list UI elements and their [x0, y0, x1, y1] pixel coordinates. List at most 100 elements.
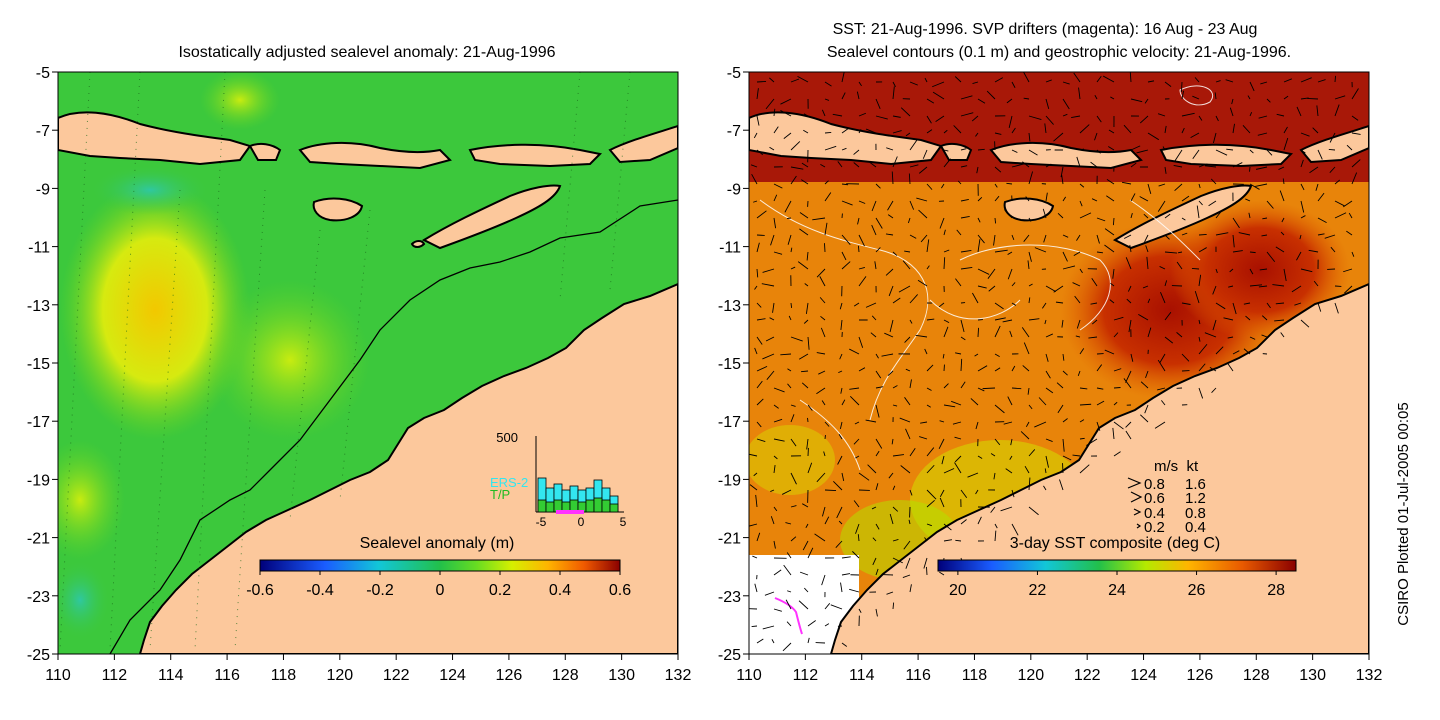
velocity-vector: [756, 302, 762, 308]
velocity-vector: [1056, 382, 1064, 389]
velocity-vector: [854, 421, 860, 425]
velocity-vector: [1011, 489, 1015, 498]
velocity-vector: [960, 165, 968, 168]
sealevel-contours: [759, 85, 1213, 471]
y-tick-label: -19: [718, 472, 741, 489]
sst-colorbar-label: 3-day SST composite (deg C): [1010, 535, 1220, 552]
velocity-vector: [841, 573, 851, 576]
velocity-vector: [972, 81, 979, 84]
velocity-vector: [790, 266, 796, 270]
y-tick-label: -25: [718, 647, 741, 664]
velocity-vector: [1229, 107, 1234, 117]
velocity-vector: [875, 450, 880, 457]
velocity-vector: [786, 217, 792, 219]
velocity-vector: [853, 302, 860, 307]
velocity-vector: [824, 131, 832, 134]
velocity-vector: [1028, 477, 1031, 491]
sla-colorbar-label: Sealevel anomaly (m): [360, 535, 515, 552]
velocity-vector: [1027, 387, 1030, 395]
velocity-vector: [824, 192, 832, 202]
velocity-vector: [841, 556, 851, 559]
velocity-vector: [902, 574, 911, 578]
velocity-vector: [1215, 211, 1222, 219]
velocity-vector: [922, 149, 928, 159]
velocity-vector: [1317, 217, 1327, 224]
y-tick-label: -11: [28, 240, 50, 257]
velocity-vector: [1266, 98, 1271, 103]
velocity-vector: [790, 404, 796, 407]
velocity-vector: [1142, 285, 1149, 289]
velocity-vector: [749, 484, 758, 491]
velocity-vector: [1348, 212, 1353, 219]
velocity-vector: [790, 166, 804, 170]
velocity-vector: [943, 257, 946, 270]
velocity-vector: [1198, 343, 1208, 355]
velocity-vector: [756, 149, 764, 156]
velocity-vector: [1138, 313, 1149, 321]
velocity-vector: [1157, 113, 1166, 117]
velocity-vector: [875, 523, 880, 530]
velocity-vector: [1154, 421, 1166, 429]
velocity-vector: [841, 183, 849, 186]
velocity-vector: [790, 141, 801, 151]
velocity-vector: [1002, 319, 1013, 323]
velocity-vector: [1071, 115, 1081, 118]
velocity-vector: [892, 602, 895, 610]
velocity-vector: [875, 353, 879, 359]
velocity-vector: [773, 183, 783, 189]
velocity-vector: [773, 465, 776, 474]
velocity-vector: [903, 540, 911, 550]
velocity-vector: [1181, 90, 1184, 100]
velocity-vector: [1143, 213, 1149, 219]
sst-colorbar: 3-day SST composite (deg C) 20 22 24 26 28: [937, 535, 1297, 599]
velocity-vector: [956, 229, 962, 236]
velocity-vector: [1045, 115, 1054, 125]
velocity-vector: [967, 472, 979, 478]
velocity-vector: [1173, 165, 1183, 168]
velocity-vector: [960, 319, 965, 333]
velocity-vector: [977, 239, 981, 253]
velocity-vector: [926, 404, 931, 408]
right-title-line1: SST: 21-Aug-1996. SVP drifters (magenta)…: [833, 21, 1258, 38]
velocity-vector: [1243, 302, 1251, 305]
velocity-vector: [939, 571, 945, 576]
velocity-vector: [756, 242, 760, 253]
velocity-vector: [1249, 268, 1254, 275]
velocity-vector: [771, 639, 775, 644]
velocity-vector: [1102, 75, 1115, 83]
velocity-vector: [1104, 244, 1115, 253]
velocity-vector: [1283, 268, 1287, 282]
inset-histogram: 500: [490, 430, 627, 529]
velocity-vector: [1044, 123, 1047, 134]
y-tick-label: -23: [718, 589, 741, 606]
velocity-vector: [1317, 79, 1326, 83]
velocity-vector: [977, 516, 982, 525]
velocity-vector: [841, 251, 847, 261]
velocity-vector: [1073, 251, 1081, 256]
velocity-vector: [976, 166, 979, 174]
velocity-vector: [1300, 319, 1310, 328]
x-tick-label: 116: [214, 667, 240, 684]
velocity-vector: [960, 381, 966, 389]
velocity-vector: [766, 370, 775, 380]
velocity-vector: [773, 540, 776, 549]
velocity-vector: [1177, 251, 1183, 254]
velocity-vector: [875, 608, 878, 617]
sla-high-anomaly: [60, 180, 250, 440]
velocity-vector: [1022, 365, 1030, 372]
velocity-vector: [858, 234, 865, 247]
velocity-vector: [1249, 149, 1254, 154]
histogram-bar-tp: [609, 503, 619, 513]
velocity-vector: [756, 638, 764, 644]
velocity-vector: [1300, 215, 1306, 219]
velocity-vector: [887, 200, 894, 211]
velocity-vector: [1079, 268, 1083, 274]
land-sumba: [312, 197, 364, 222]
velocity-vector: [1174, 183, 1183, 192]
velocity-vector: [1000, 506, 1013, 512]
y-tick-label: -9: [36, 181, 50, 198]
velocity-vector: [753, 200, 758, 203]
velocity-vector: [1190, 132, 1200, 138]
velocity-vector: [1045, 79, 1052, 83]
velocity-vector: [1328, 149, 1336, 151]
